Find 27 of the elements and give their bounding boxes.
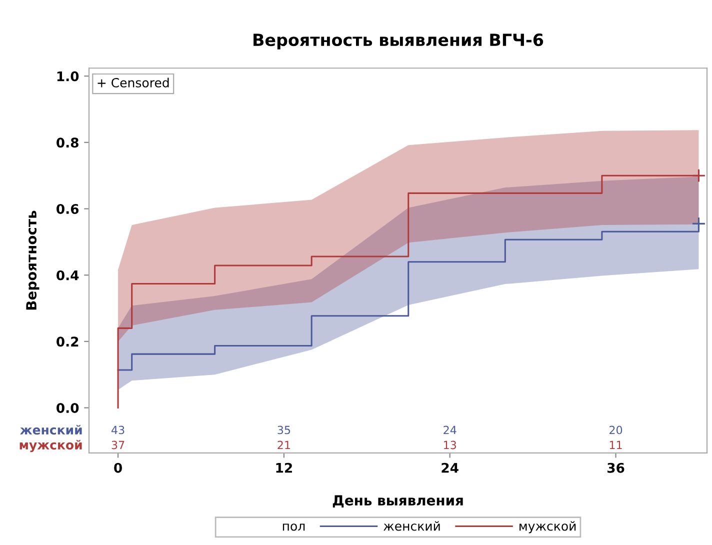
y-tick-label: 0.6 [56,204,79,214]
annotation: 24 [444,426,456,434]
legend-label: мужской [520,521,576,534]
text: мужской [20,440,82,452]
x-axis-title: День выявления [332,495,463,508]
annotation: 37 [112,440,124,450]
x-tick-label: 24 [442,462,458,473]
annotation: 35 [278,426,290,434]
x-tick-label: 0 [114,462,122,473]
x-tick-label: 12 [276,462,292,473]
text: женский [20,424,82,435]
y-tick-label: 0.0 [56,403,79,413]
annotation: + Censored [98,78,169,88]
legend-title: пол [282,524,305,531]
x-tick-label: 36 [607,462,624,473]
y-tick-label: 0.4 [56,270,79,280]
annotation: 20 [610,426,622,434]
annotation: 13 [444,440,456,450]
y-tick-label: 0.2 [56,336,78,347]
annotation: 21 [278,440,290,450]
annotation: 43 [112,426,124,434]
y-axis-title: Вероятность [26,210,40,310]
chart-title: Вероятность выявления ВГЧ-6 [254,34,544,50]
annotation: 11 [610,440,622,450]
y-tick-label: 1.0 [57,71,79,82]
y-tick-label: 0.8 [56,138,78,148]
legend-label: женский [384,521,440,531]
